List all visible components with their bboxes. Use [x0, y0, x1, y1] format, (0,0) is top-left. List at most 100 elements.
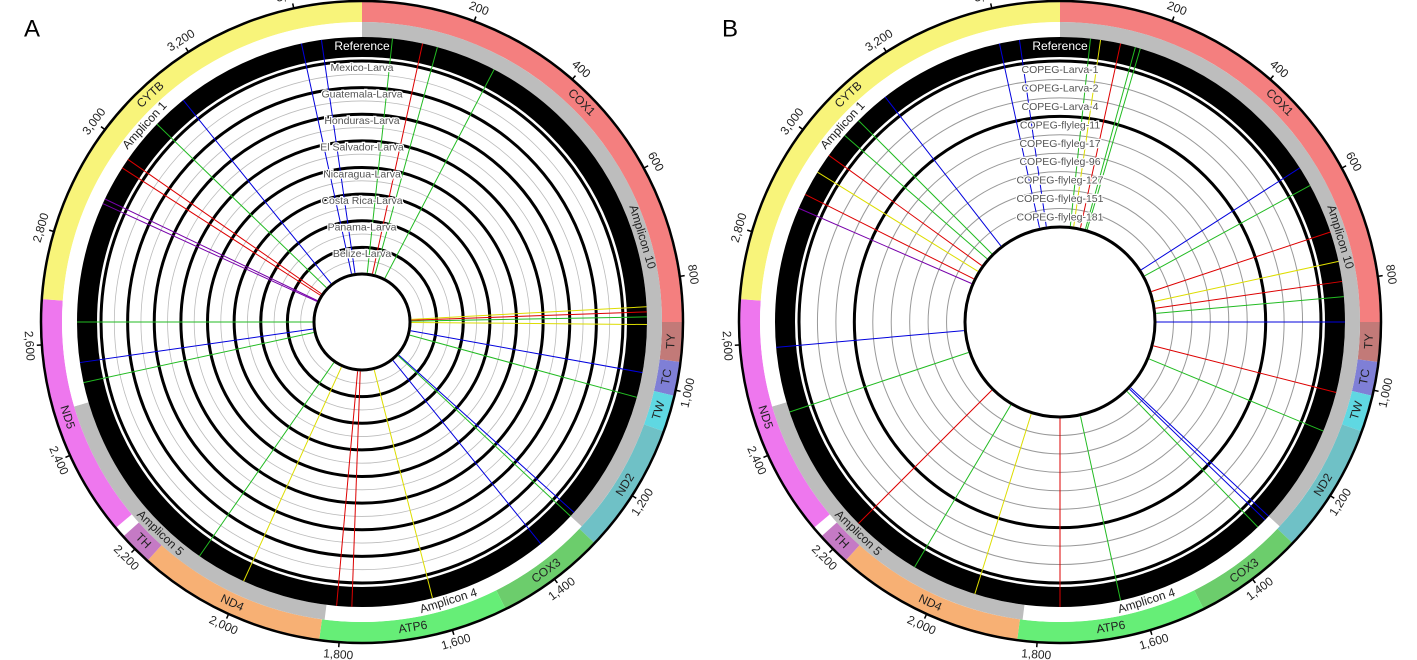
tick-mark: [48, 229, 56, 233]
tick-mark: [1376, 274, 1383, 278]
tick-label: 200: [1165, 0, 1189, 18]
gene-label: TW: [1347, 399, 1366, 422]
track-label: COPEG-Larva-2: [1021, 82, 1098, 94]
track-label: COPEG-flyleg-96: [1019, 156, 1100, 168]
tick-label: 3,400: [973, 0, 1006, 5]
variant-line: [336, 371, 359, 606]
variant-line: [1140, 167, 1301, 271]
tick-mark: [763, 454, 770, 459]
panel: ACOX1TYTCTWND2COX3ATP6ND4THND5CYTBAmplic…: [22, 0, 702, 660]
track-label: Panama-Larva: [328, 222, 397, 234]
tick-mark: [130, 547, 137, 554]
tick-mark: [473, 16, 477, 23]
variant-line: [1085, 47, 1136, 230]
gene-label: TC: [658, 367, 675, 386]
tick-mark: [553, 577, 558, 584]
tick-label: 1,600: [439, 631, 472, 653]
variant-line: [789, 352, 969, 413]
variant-line: [1073, 39, 1102, 227]
gene-arc: [362, 2, 682, 322]
gene-arc: [42, 2, 363, 301]
variant-line: [121, 167, 321, 296]
variant-line: [411, 316, 647, 322]
tick-label: 600: [1343, 149, 1365, 174]
tick-label: 1,000: [678, 376, 698, 409]
track-label: El Salvador-Larva: [320, 142, 404, 154]
gene-arc: [1357, 322, 1380, 362]
variant-line: [411, 311, 647, 321]
track-label: Guatemala-Larva: [321, 88, 402, 100]
track-label: Honduras-Larva: [324, 115, 399, 127]
tick-label: 1,800: [1021, 646, 1052, 660]
gene-arc: [1277, 424, 1361, 543]
variant-line: [804, 193, 974, 280]
variant-line: [409, 334, 637, 398]
reference-label: Reference: [334, 39, 390, 53]
tick-mark: [185, 47, 190, 54]
amplicon-arc: [1022, 516, 1280, 622]
variant-line: [1153, 345, 1337, 393]
gene-arc: [1017, 590, 1204, 642]
variant-line: [182, 99, 332, 284]
tick-mark: [100, 126, 107, 131]
gene-arc: [42, 299, 132, 528]
variant-line: [351, 371, 361, 607]
panel-label: B: [722, 15, 738, 42]
variant-line: [102, 203, 318, 302]
tick-mark: [451, 628, 455, 636]
tick-mark: [291, 3, 295, 10]
variant-line: [83, 332, 314, 384]
gene-label: TY: [663, 333, 678, 349]
gene-arc: [740, 299, 830, 528]
tick-label: 2,600: [720, 330, 736, 361]
gene-arc: [1060, 2, 1380, 322]
tick-mark: [828, 547, 835, 554]
variant-line: [1018, 39, 1047, 227]
variant-line: [373, 369, 433, 599]
tick-mark: [923, 612, 928, 619]
variant-line: [817, 171, 979, 272]
tick-mark: [1372, 389, 1379, 393]
variant-line: [858, 389, 993, 524]
tick-mark: [1328, 494, 1335, 499]
gene-label: TY: [1361, 333, 1376, 349]
tick-mark: [225, 612, 230, 619]
track-label: Nicaragua-Larva: [323, 168, 401, 180]
gene-label: TW: [649, 399, 668, 422]
tick-label: 2,600: [22, 330, 38, 361]
tick-mark: [798, 126, 805, 131]
variant-line: [1144, 184, 1311, 277]
variant-line: [300, 43, 352, 274]
gene-arc: [1351, 359, 1378, 396]
variant-line: [79, 328, 314, 364]
variant-line: [374, 47, 438, 275]
tick-mark: [1268, 75, 1275, 81]
variant-line: [1129, 388, 1266, 521]
variant-line: [974, 413, 1032, 595]
variant-line: [776, 330, 964, 348]
tick-mark: [1340, 165, 1347, 170]
tick-label: 1,000: [1376, 376, 1396, 409]
track-label: Mexico-Larva: [330, 62, 393, 74]
gene-arc: [579, 424, 663, 543]
tick-mark: [642, 165, 649, 170]
gene-arc: [659, 322, 682, 362]
variant-line: [398, 354, 575, 513]
variant-line: [1080, 43, 1122, 228]
variant-line: [104, 198, 318, 302]
panel: BCOX1TYTCTWND2COX3ATP6ND4THND5CYTBAmplic…: [720, 0, 1400, 660]
tick-mark: [65, 454, 72, 459]
reference-label: Reference: [1032, 39, 1088, 53]
tick-mark: [678, 274, 685, 278]
variant-line: [1156, 296, 1344, 314]
track-label: Costa Rica-Larva: [321, 195, 402, 207]
tick-mark: [883, 47, 888, 54]
variant-line: [372, 43, 424, 274]
variant-line: [366, 38, 393, 273]
variant-line: [127, 159, 322, 295]
gene-arc: [740, 2, 1060, 301]
tick-label: 1,600: [1137, 631, 1170, 653]
gene-arc: [148, 545, 322, 640]
tick-label: 400: [569, 57, 594, 81]
track-label: COPEG-flyleg-11: [1020, 119, 1100, 131]
